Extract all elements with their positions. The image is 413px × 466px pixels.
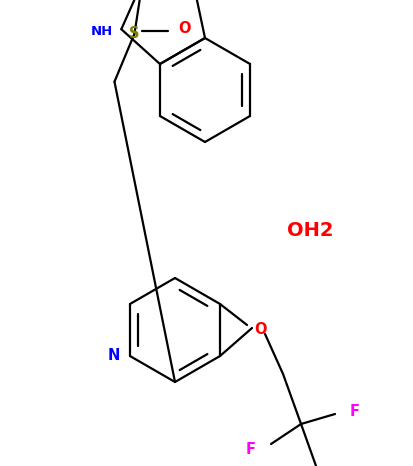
- Text: N: N: [108, 349, 120, 363]
- Text: OH2: OH2: [287, 220, 333, 240]
- Text: F: F: [350, 404, 360, 419]
- Text: O: O: [254, 322, 266, 336]
- Text: S: S: [129, 26, 140, 41]
- Text: F: F: [246, 441, 256, 457]
- Text: O: O: [178, 21, 191, 36]
- Text: NH: NH: [91, 25, 113, 38]
